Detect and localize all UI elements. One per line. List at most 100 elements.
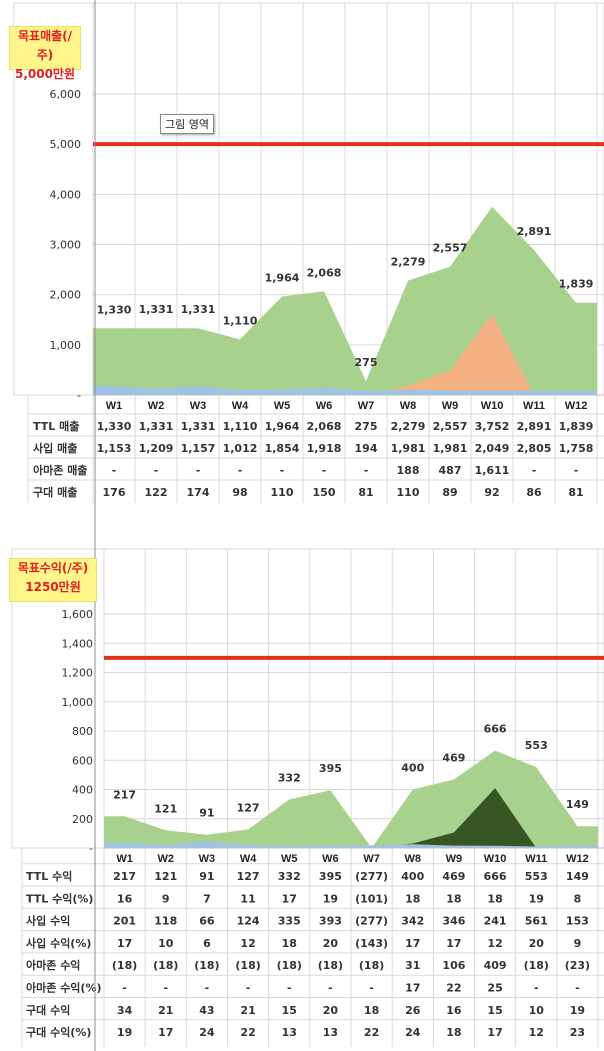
category-label: W7 [363, 853, 380, 865]
table-cell: 31 [405, 959, 420, 972]
table-cell: 18 [405, 892, 420, 905]
category-label: W3 [190, 400, 207, 412]
table-cell: 8 [574, 892, 582, 905]
table-cell: 19 [323, 892, 338, 905]
table-cell: 1,611 [475, 464, 510, 477]
table-cell: 487 [439, 464, 462, 477]
data-label: 1,331 [139, 303, 174, 316]
table-cell: 17 [405, 982, 420, 995]
table-cell: 34 [117, 1004, 133, 1017]
table-cell: 110 [397, 486, 420, 499]
table-cell: 1,012 [223, 442, 258, 455]
table-cell: (18) [524, 959, 549, 972]
table-cell: 201 [113, 915, 136, 928]
y-tick-label: 1,600 [62, 608, 94, 621]
table-cell: 20 [529, 937, 545, 950]
table-cell: (18) [153, 959, 178, 972]
table-cell: 18 [487, 892, 502, 905]
data-label: 217 [113, 788, 136, 801]
table-cell: 12 [487, 937, 502, 950]
table-row-label: 구대 매출 [33, 485, 77, 499]
table-cell: (277) [355, 870, 388, 883]
table-cell: 23 [570, 1026, 585, 1039]
table-cell: - [532, 464, 537, 477]
category-label: W9 [446, 853, 463, 865]
table-cell: - [163, 982, 168, 995]
data-label: 91 [199, 807, 214, 820]
table-cell: 66 [199, 915, 215, 928]
table-cell: 2,891 [517, 420, 552, 433]
data-label: 1,839 [559, 278, 594, 291]
table-cell: 7 [203, 892, 211, 905]
table-cell: (101) [355, 892, 388, 905]
table-cell: 1,839 [559, 420, 594, 433]
table-cell: 12 [240, 937, 255, 950]
table-cell: - [196, 464, 201, 477]
table-cell: 21 [158, 1004, 173, 1017]
table-cell: 1,110 [223, 420, 258, 433]
data-label: 1,331 [181, 303, 216, 316]
category-label: W6 [322, 853, 339, 865]
area-gudae [104, 841, 598, 848]
table-cell: 19 [117, 1026, 132, 1039]
table-cell: 2,068 [307, 420, 342, 433]
table-cell: 17 [282, 892, 297, 905]
table-cell: 10 [529, 1004, 545, 1017]
table-cell: 1,209 [139, 442, 174, 455]
table-cell: (23) [565, 959, 590, 972]
table-cell: 15 [282, 1004, 297, 1017]
table-cell: 346 [442, 915, 465, 928]
table-cell: 332 [278, 870, 301, 883]
table-cell: 1,153 [97, 442, 132, 455]
table-cell: 400 [401, 870, 424, 883]
table-cell: - [205, 982, 210, 995]
table-cell: - [287, 982, 292, 995]
table-cell: 26 [405, 1004, 421, 1017]
table-cell: 153 [566, 915, 589, 928]
table-row-label: 구대 수익 [26, 1003, 70, 1017]
plot-area-tooltip: 그림 영역 [160, 114, 214, 134]
table-cell: 1,758 [559, 442, 594, 455]
table-cell: 110 [271, 486, 294, 499]
table-cell: 2,557 [433, 420, 468, 433]
y-tick-label: 1,200 [62, 667, 94, 680]
table-cell: 22 [364, 1026, 379, 1039]
category-label: W7 [358, 400, 375, 412]
table-cell: 25 [487, 982, 502, 995]
table-row-label: 사입 매출 [33, 441, 77, 455]
category-label: W12 [565, 400, 588, 412]
table-row-label: 사입 수익 [26, 914, 70, 928]
y-tick-label: - [77, 389, 81, 402]
table-cell: 3,752 [475, 420, 510, 433]
target-sales-note-line2: 5,000만원 [14, 67, 76, 81]
table-cell: 22 [446, 982, 461, 995]
category-label: W4 [240, 853, 257, 865]
area-amazon [104, 788, 598, 848]
table-cell: 106 [442, 959, 465, 972]
table-cell: 1,331 [181, 420, 216, 433]
table-cell: (18) [277, 959, 302, 972]
table-cell: 12 [529, 1026, 544, 1039]
target-profit-note: 목표수익(/주) 1250만원 [10, 559, 96, 601]
table-cell: (143) [355, 937, 388, 950]
y-tick-label: 5,000 [50, 138, 82, 151]
table-cell: 395 [319, 870, 342, 883]
table-cell: 19 [570, 1004, 585, 1017]
table-cell: 149 [566, 870, 589, 883]
sales-chart: - 1,000 2,000 3,000 4,000 5,000 6,000 1,330 1,33… [13, 2, 604, 503]
y-tick-label: 600 [72, 754, 93, 767]
table-cell: 469 [442, 870, 465, 883]
table-cell: 1,854 [265, 442, 300, 455]
table-cell: 22 [240, 1026, 255, 1039]
table-cell: 18 [446, 892, 461, 905]
table-cell: - [369, 982, 374, 995]
category-label: W11 [525, 853, 547, 865]
table-cell: 19 [529, 892, 544, 905]
category-label: W10 [481, 400, 504, 412]
y-tick-label: 6,000 [50, 88, 82, 101]
table-cell: - [112, 464, 117, 477]
table-cell: 174 [187, 486, 210, 499]
table-cell: (18) [318, 959, 343, 972]
table-cell: 122 [145, 486, 168, 499]
